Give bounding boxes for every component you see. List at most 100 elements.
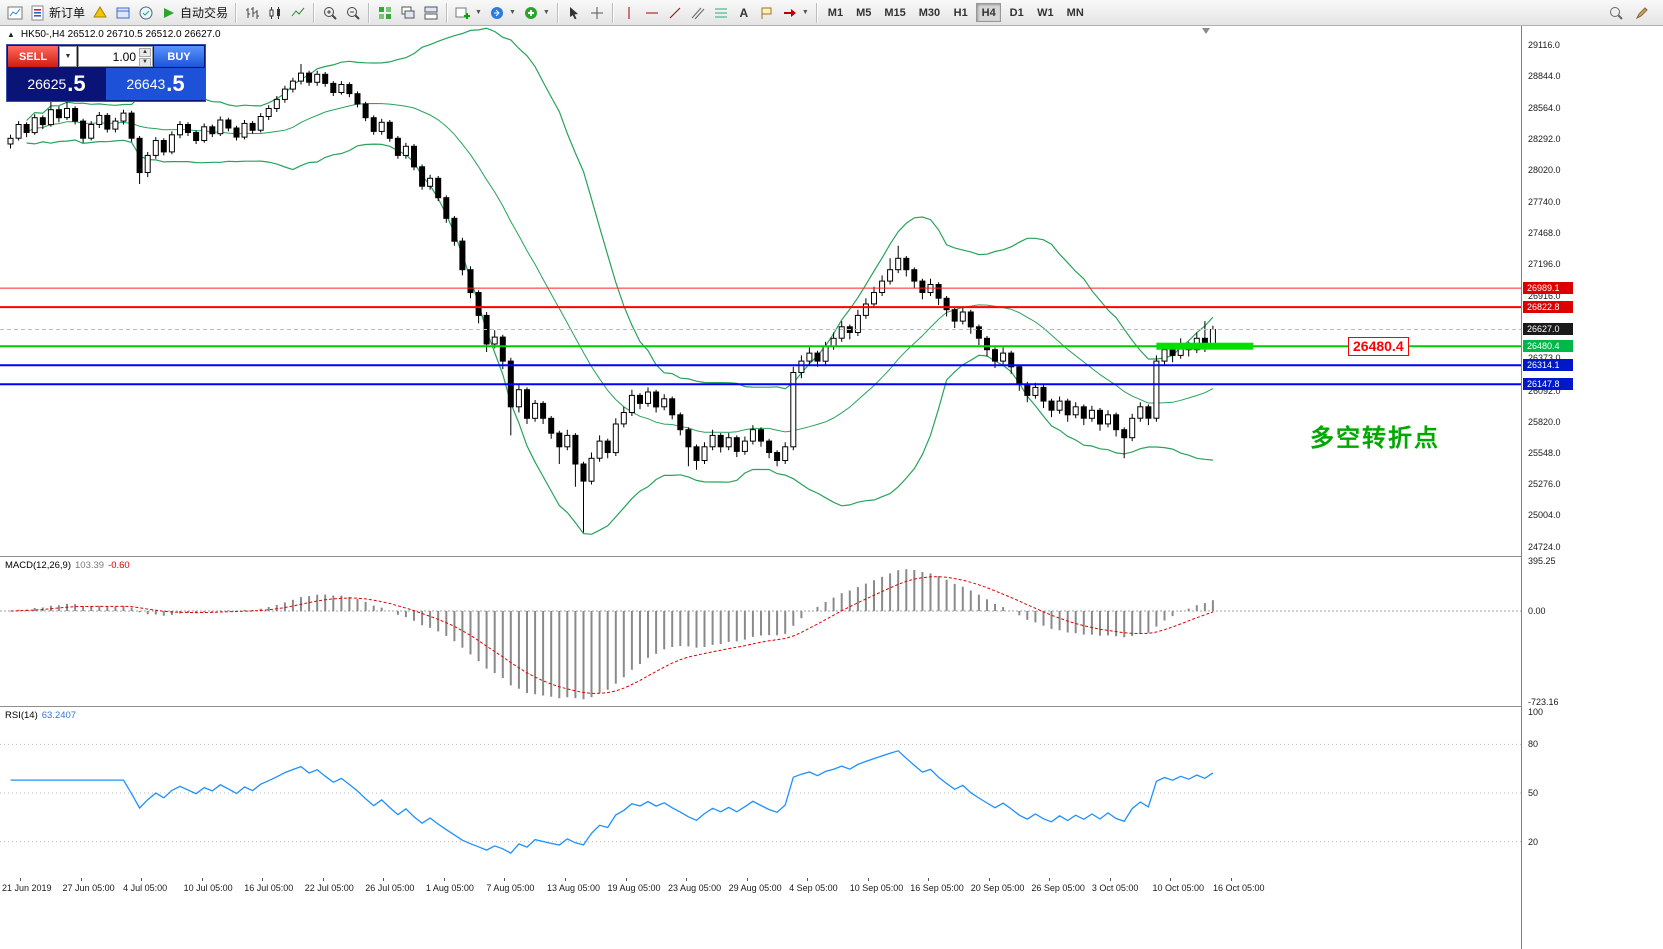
- toolbar-separator: [235, 2, 238, 23]
- price-axis-label: 25276.0: [1528, 478, 1561, 489]
- bar-chart-icon[interactable]: [241, 2, 263, 24]
- arrange-windows-icon[interactable]: [420, 2, 442, 24]
- price-axis-label: 28292.0: [1528, 134, 1561, 145]
- time-axis-label: 27 Jun 05:00: [62, 883, 115, 893]
- time-axis-label: 26 Sep 05:00: [1031, 883, 1085, 893]
- time-axis-label: 10 Sep 05:00: [849, 883, 904, 893]
- bollinger-bands[interactable]: [26, 27, 1214, 535]
- equidistant-channel-icon[interactable]: [687, 2, 709, 24]
- trendline-icon[interactable]: [664, 2, 686, 24]
- vertical-line-icon[interactable]: [618, 2, 640, 24]
- price-axis-label: 24724.0: [1528, 541, 1561, 552]
- horizontal-line-icon[interactable]: [641, 2, 663, 24]
- timeframe-m1[interactable]: M1: [827, 6, 844, 19]
- arrows-icon[interactable]: ▼: [779, 2, 812, 24]
- volume-increase[interactable]: ▲: [139, 48, 151, 57]
- chart-window-icon[interactable]: [4, 2, 26, 24]
- quick-edit-icon[interactable]: [1631, 2, 1653, 24]
- timeframe-d1[interactable]: D1: [1009, 6, 1024, 19]
- chart-shift-marker[interactable]: [1202, 28, 1210, 34]
- toolbar-separator: [446, 2, 449, 23]
- time-tick: [443, 878, 445, 881]
- collapse-panel-arrow[interactable]: ▲: [7, 30, 15, 39]
- chart-window: ▲ HK50-,H4 26512.0 26710.5 26512.0 26627…: [0, 26, 1663, 949]
- cursor-icon[interactable]: [563, 2, 585, 24]
- time-tick: [867, 878, 869, 881]
- volume-input[interactable]: 1.00 ▲ ▼: [78, 46, 153, 67]
- rsi-panel: [0, 743, 1521, 855]
- main-price-chart: [0, 27, 1521, 535]
- time-tick: [564, 878, 566, 881]
- volume-dropdown[interactable]: ▼: [59, 46, 77, 67]
- crosshair-icon[interactable]: [586, 2, 608, 24]
- indicators-icon[interactable]: ▼: [520, 2, 553, 24]
- panel-splitter[interactable]: [0, 556, 1663, 558]
- tile-windows-icon[interactable]: [374, 2, 396, 24]
- buy-button[interactable]: BUY: [154, 46, 204, 67]
- navigator-icon[interactable]: ▼: [486, 2, 519, 24]
- one-click-trading-panel: SELL ▼ 1.00 ▲ ▼ BUY 26625 .5 26643 .5: [6, 44, 206, 102]
- price-tag: 26314.1: [1523, 359, 1573, 372]
- buy-price[interactable]: 26643 .5: [106, 68, 205, 100]
- timeframe-w1[interactable]: W1: [1037, 6, 1054, 19]
- time-tick: [20, 878, 21, 881]
- price-axis-label: 29116.0: [1528, 40, 1560, 50]
- panel-splitter[interactable]: [0, 706, 1663, 708]
- timeframe-m30[interactable]: M30: [918, 6, 941, 19]
- text-icon[interactable]: A: [739, 5, 749, 20]
- candlestick-chart-icon[interactable]: [264, 2, 286, 24]
- volume-value: 1.00: [112, 49, 136, 64]
- timeframe-h4[interactable]: H4: [976, 3, 1002, 22]
- timeframe-m15[interactable]: M15: [884, 6, 906, 19]
- chevron-down-icon: ▼: [801, 9, 809, 16]
- metaeditor-icon[interactable]: [89, 2, 111, 24]
- time-tick: [1170, 878, 1172, 881]
- timeframe-h1[interactable]: H1: [953, 6, 968, 19]
- volume-decrease[interactable]: ▼: [139, 58, 151, 67]
- rsi-axis-label: 20: [1528, 836, 1539, 847]
- price-axis-label: 27468.0: [1528, 228, 1561, 239]
- rsi-axis-label: 100: [1528, 707, 1544, 717]
- zoom-in-icon[interactable]: [319, 2, 341, 24]
- time-tick: [988, 878, 990, 881]
- profiles-icon[interactable]: [112, 2, 134, 24]
- time-tick: [201, 878, 203, 881]
- toolbar-separator: [313, 2, 316, 23]
- time-axis-label: 26 Jul 05:00: [365, 883, 415, 893]
- candlestick-series: [7, 72, 1216, 482]
- new-order-button[interactable]: 新订单: [27, 2, 88, 24]
- sell-button[interactable]: SELL: [8, 46, 58, 67]
- cascade-windows-icon[interactable]: [397, 2, 419, 24]
- autotrading-button[interactable]: 自动交易: [158, 2, 231, 24]
- terminal-icon[interactable]: [135, 2, 157, 24]
- candle-wicks: [10, 64, 1214, 533]
- price-axis-label: 25548.0: [1528, 447, 1561, 458]
- rsi-line: [10, 750, 1214, 855]
- symbol-ohlc-text: HK50-,H4 26512.0 26710.5 26512.0 26627.0: [20, 29, 221, 40]
- new-chart-icon[interactable]: ▼: [452, 2, 485, 24]
- highlighted-line-segment[interactable]: [1156, 342, 1254, 350]
- toolbar-separator: [368, 2, 371, 23]
- time-axis[interactable]: 21 Jun 2019 27 Jun 05:00 4 Jul 05:00 10 Jul…: [0, 878, 1663, 902]
- line-chart-icon[interactable]: [287, 2, 309, 24]
- time-axis-label: 21 Jun 2019: [2, 883, 52, 893]
- time-tick: [141, 878, 143, 881]
- price-callout-label[interactable]: 26480.4: [1348, 337, 1409, 356]
- time-tick: [928, 878, 930, 881]
- time-axis-label: 16 Oct 05:00: [1213, 883, 1265, 893]
- timeframe-m5[interactable]: M5: [856, 6, 872, 19]
- time-axis-label: 22 Jul 05:00: [304, 883, 354, 893]
- sell-price[interactable]: 26625 .5: [7, 68, 106, 100]
- search-icon[interactable]: [1605, 2, 1627, 24]
- price-axis[interactable]: 29116.0 28844.0 28564.0 28292.0 28020.0 27740…: [1521, 26, 1663, 949]
- chart-text-annotation[interactable]: 多空转折点: [1310, 425, 1440, 452]
- time-tick: [322, 878, 324, 881]
- fibonacci-icon[interactable]: [710, 2, 732, 24]
- timeframe-mn[interactable]: MN: [1066, 6, 1084, 19]
- time-tick: [80, 878, 82, 881]
- price-tag: 26627.0: [1523, 323, 1573, 336]
- price-axis-label: 26373.0: [1528, 353, 1561, 363]
- text-label-icon[interactable]: [756, 2, 778, 24]
- time-tick: [1109, 878, 1111, 881]
- zoom-out-icon[interactable]: [342, 2, 364, 24]
